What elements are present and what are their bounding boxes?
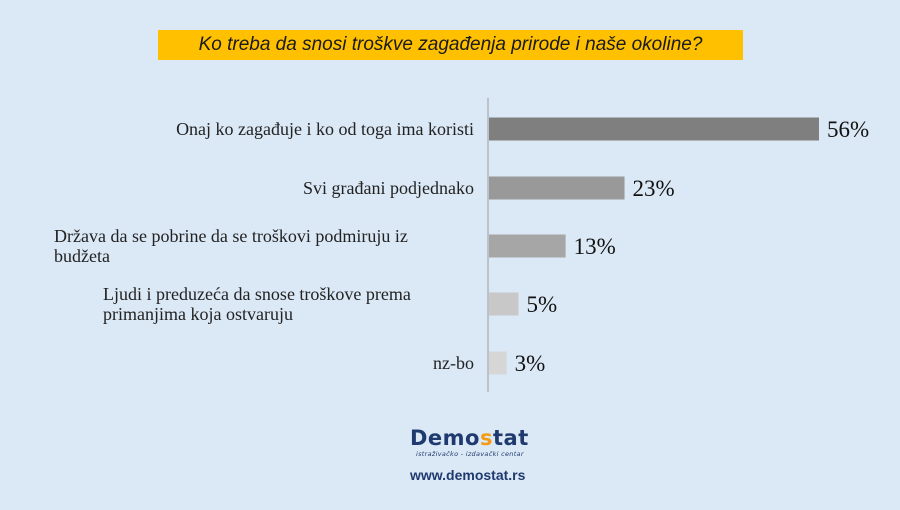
logo-subtitle: istraživačko - izdavački centar (416, 450, 524, 458)
demostat-logo: Demostat istraživačko - izdavački centar (410, 427, 540, 458)
chart-title-text: Ko treba da snosi troškve zagađenja prir… (198, 34, 703, 55)
category-label-1: Svi građani podjednako (303, 178, 474, 198)
value-label-2: 13% (574, 234, 616, 259)
bar-1 (489, 176, 625, 200)
category-label-0: Onaj ko zagađuje i ko od toga ima korist… (176, 119, 474, 139)
chart-title: Ko treba da snosi troškve zagađenja prir… (158, 30, 743, 60)
category-label-2-line-1: budžeta (54, 246, 110, 266)
bar-2 (489, 234, 566, 258)
value-label-4: 3% (515, 351, 546, 376)
value-label-0: 56% (827, 117, 869, 142)
logo-part-2: s (479, 426, 493, 450)
bar-4 (489, 351, 507, 375)
category-label-3-line-0: Ljudi i preduzeća da snose troškove prem… (103, 284, 411, 304)
bar-3 (489, 292, 519, 316)
category-label-4: nz-bo (433, 353, 474, 373)
category-label-2-line-0: Država da se pobrine da se troškovi podm… (54, 226, 408, 246)
logo-part-3: tat (492, 426, 529, 450)
website-url: www.demostat.rs (410, 467, 526, 483)
value-label-3: 5% (526, 292, 557, 317)
logo-wordmark: Demostat (410, 427, 540, 449)
value-label-1: 23% (633, 176, 675, 201)
bar-0 (489, 117, 819, 141)
category-label-3: Ljudi i preduzeća da snose troškove prem… (103, 284, 411, 324)
category-label-3-line-1: primanjima koja ostvaruju (103, 304, 293, 324)
logo-part-1: Demo (410, 426, 480, 450)
category-label-2: Država da se pobrine da se troškovi podm… (54, 226, 408, 266)
